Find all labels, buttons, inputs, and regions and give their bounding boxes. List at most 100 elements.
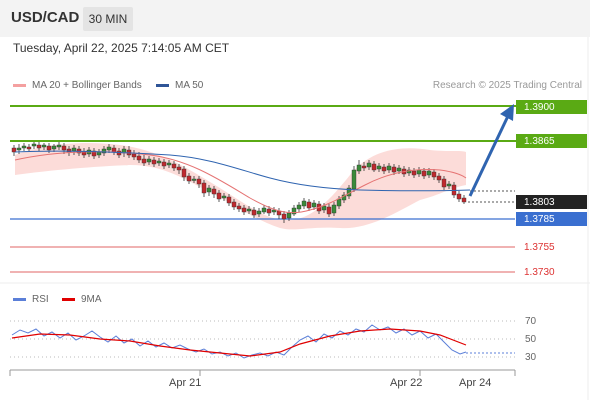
arrow-head [500,104,514,121]
candle-body [176,166,182,171]
candle-body [221,195,227,199]
candle-body [161,161,167,167]
candle-body [96,151,102,156]
candle-body [376,165,382,170]
rsi-swatch-icon [13,298,26,301]
candle-body [286,212,292,219]
candle-body [356,164,362,172]
candle-body [36,144,42,149]
legend-ma20: MA 20 + Bollinger Bands [13,80,142,91]
candle-body [431,171,437,178]
candle-body [261,207,267,213]
candle-body [361,165,367,169]
candle-body [131,153,137,158]
candle-body [151,159,157,165]
candle-body [31,143,37,147]
candle-body [321,205,327,211]
level-tag-r2: 1.3900 [516,100,587,114]
candle-body [336,198,342,207]
x-tick-apr22: Apr 22 [390,377,423,389]
level-lines [0,37,590,400]
legend-ma20-label: MA 20 + Bollinger Bands [32,80,142,91]
candle-body [111,147,117,153]
timeframe-button[interactable]: 30 MIN [83,7,133,31]
candle-body [461,197,467,203]
candle-body [326,206,332,215]
candle-body [56,144,62,148]
candle-body [311,202,317,208]
candle-body [16,147,22,151]
candle-body [411,170,417,176]
header-bar: USD/CAD 30 MIN [0,0,590,37]
rsi-tick-70: 70 [525,316,537,327]
candle-body [236,205,242,210]
candle-body [21,145,27,149]
ma20-swatch-icon [13,84,26,87]
candle-body [266,208,272,214]
legend-ma50-label: MA 50 [175,80,204,91]
candle-body [291,207,297,215]
candle-body [371,163,377,171]
candle-body [186,175,192,182]
candle-body [11,147,17,153]
research-credit: Research © 2025 Trading Central [432,80,582,91]
legend-rsi: RSI [13,294,49,305]
candle-body [61,145,67,151]
candle-body [456,193,462,200]
candle-body [271,209,277,213]
candle-body [446,183,452,187]
candle-body [436,175,442,181]
rsi-tick-50: 50 [525,334,537,345]
candle-body [136,155,142,161]
moving-averages [14,150,471,214]
timestamp: Tuesday, April 22, 2025 7:14:05 AM CET [13,41,230,55]
candle-body [191,178,197,181]
candle-body [251,209,257,216]
candle-body [241,207,247,213]
candle-body [351,169,357,190]
candle-body [246,208,252,212]
candle-body [231,201,237,208]
legend-ma50: MA 50 [156,80,203,91]
candle-body [171,163,177,169]
ma50-line [14,150,471,192]
last-price-tag: 1.3803 [516,195,587,209]
candle-body [156,160,162,164]
candle-body [331,204,337,214]
candle-body [81,151,87,156]
level-tag-pivot: 1.3785 [516,212,587,226]
candles [11,142,467,223]
arrow-shaft [468,115,510,197]
rsi-ma-line [11,328,467,357]
candle-body [91,150,97,157]
candle-body [396,167,402,172]
legend-rsi-ma: 9MA [62,294,102,305]
candle-body [26,146,32,150]
candle-body [441,178,447,188]
candle-body [196,178,202,185]
candle-body [41,144,47,148]
candle-body [211,188,217,195]
candle-body [101,148,107,154]
candle-body [166,162,172,166]
candle-body [301,200,307,207]
candle-body [66,148,72,153]
candle-body [256,210,262,215]
candle-body [216,192,222,200]
candle-body [296,204,302,210]
candle-body [141,158,147,164]
candle-body [51,145,57,150]
level-tag-r1: 1.3865 [516,134,587,148]
candle-body [206,187,212,193]
level-label-s2: 1.3730 [524,267,555,278]
candle-body [71,147,77,152]
candle-body [421,170,427,177]
x-tick-apr21: Apr 21 [169,377,202,389]
candle-body [386,165,392,171]
instrument-title: USD/CAD [11,9,80,26]
rsi-panel [10,320,515,359]
rsi-ma-swatch-icon [62,298,75,301]
candle-body [391,166,397,173]
x-tick-apr24: Apr 24 [459,377,492,389]
